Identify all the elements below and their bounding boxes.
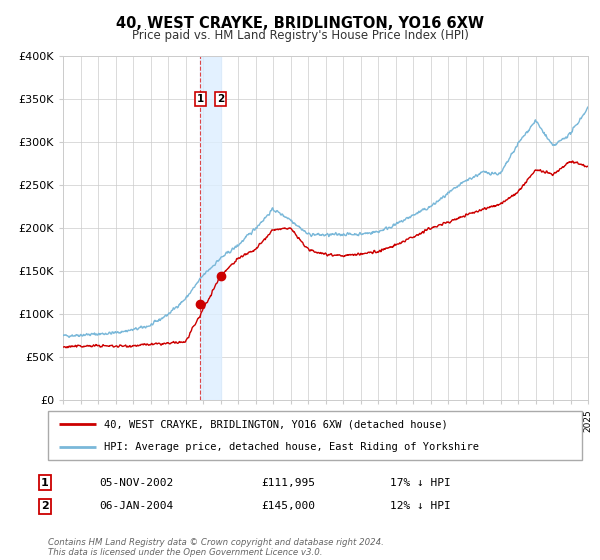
Text: 40, WEST CRAYKE, BRIDLINGTON, YO16 6XW (detached house): 40, WEST CRAYKE, BRIDLINGTON, YO16 6XW (… (104, 419, 448, 430)
Text: £111,995: £111,995 (261, 478, 315, 488)
Bar (200, 56, 221, 400)
Text: Contains HM Land Registry data © Crown copyright and database right 2024.
This d: Contains HM Land Registry data © Crown c… (48, 538, 384, 557)
Text: 05-NOV-2002: 05-NOV-2002 (99, 478, 173, 488)
Text: 17% ↓ HPI: 17% ↓ HPI (390, 478, 451, 488)
Text: Price paid vs. HM Land Registry's House Price Index (HPI): Price paid vs. HM Land Registry's House … (131, 29, 469, 42)
Text: 1: 1 (197, 94, 204, 104)
Text: 1: 1 (41, 478, 49, 488)
Text: £145,000: £145,000 (261, 501, 315, 511)
Text: 06-JAN-2004: 06-JAN-2004 (99, 501, 173, 511)
FancyBboxPatch shape (48, 411, 582, 460)
Text: 2: 2 (41, 501, 49, 511)
Text: 2: 2 (217, 94, 224, 104)
Text: 12% ↓ HPI: 12% ↓ HPI (390, 501, 451, 511)
Text: HPI: Average price, detached house, East Riding of Yorkshire: HPI: Average price, detached house, East… (104, 442, 479, 452)
Text: 40, WEST CRAYKE, BRIDLINGTON, YO16 6XW: 40, WEST CRAYKE, BRIDLINGTON, YO16 6XW (116, 16, 484, 31)
